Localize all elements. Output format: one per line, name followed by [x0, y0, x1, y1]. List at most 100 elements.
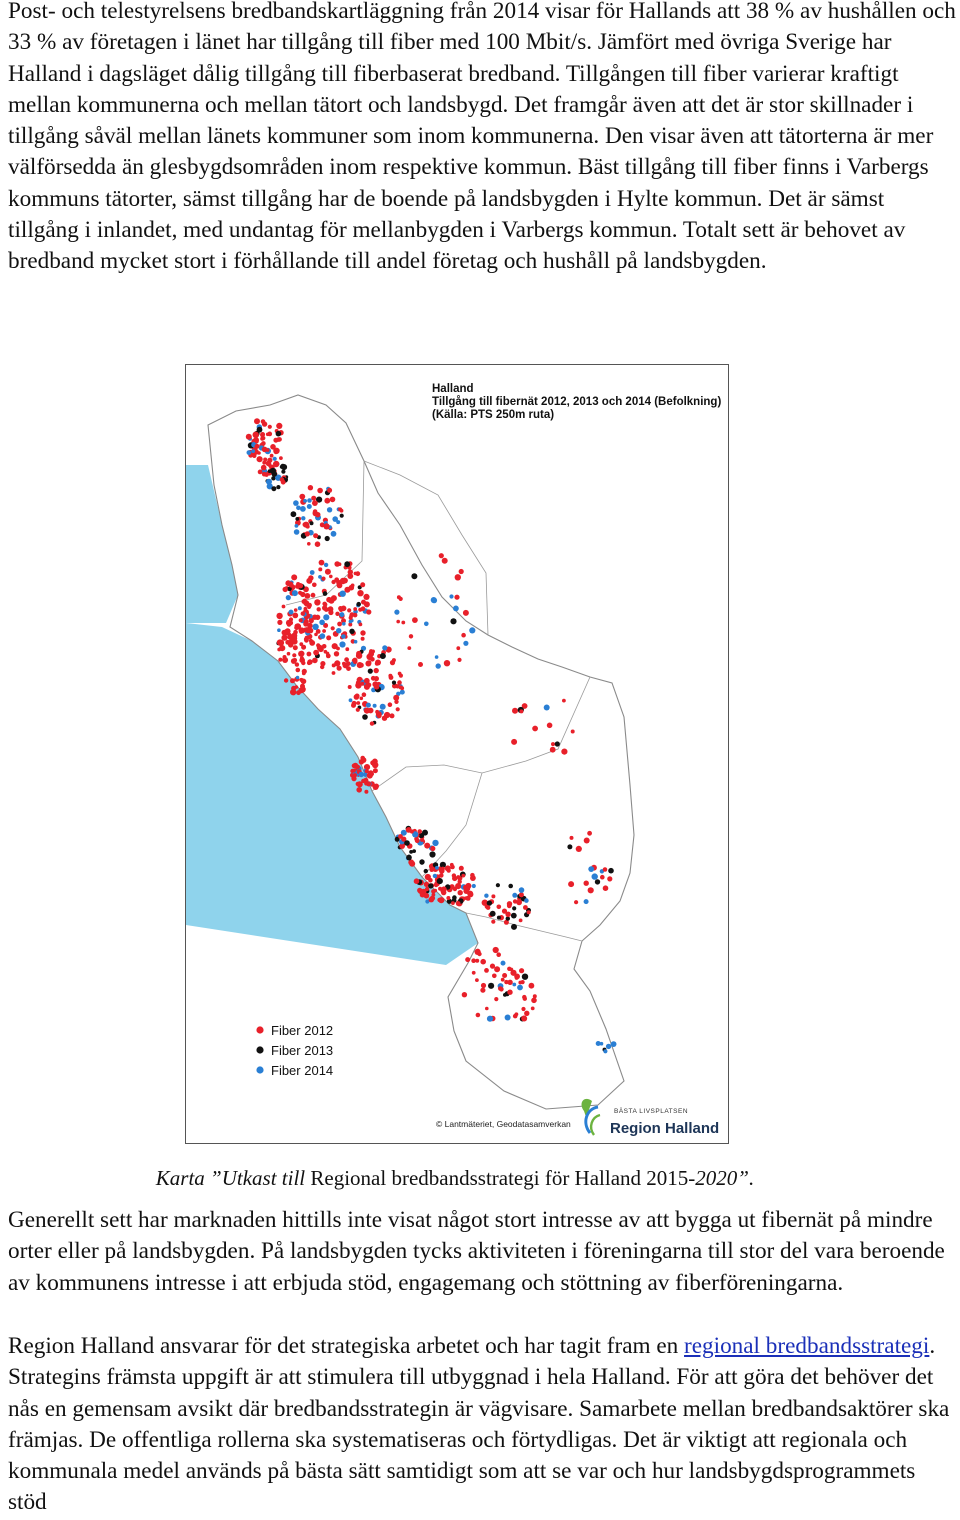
fiber-dot [549, 746, 556, 753]
fiber-dot [283, 678, 289, 683]
fiber-dot [319, 633, 326, 639]
fiber-dot [356, 701, 361, 705]
fiber-dot [501, 908, 508, 914]
fiber-dot [336, 582, 342, 588]
fiber-dot [353, 639, 358, 644]
fiber-dot [256, 456, 263, 463]
fiber-dot [512, 982, 517, 987]
fiber-dot [425, 899, 430, 904]
fiber-dot [379, 703, 386, 710]
fiber-dot [316, 644, 323, 651]
fiber-dot [347, 569, 353, 575]
fiber-dot [583, 899, 589, 905]
fiber-dot [450, 618, 457, 625]
map-credit: © Lantmäteriet, Geodatasamverkan [436, 1119, 571, 1129]
fiber-dot [461, 873, 466, 878]
fiber-dot [400, 829, 407, 836]
fiber-dot [397, 671, 402, 676]
fiber-dot [370, 657, 375, 662]
fiber-dot [314, 632, 318, 637]
fiber-dot [300, 683, 305, 689]
fiber-dot [352, 612, 358, 618]
fiber-dot [349, 628, 355, 634]
fiber-dot [354, 693, 360, 699]
logo-tagline: BÄSTA LIVSPLATSEN [614, 1107, 688, 1115]
legend-label-2012: Fiber 2012 [271, 1023, 333, 1038]
fiber-dot [316, 607, 321, 612]
fiber-dot [551, 742, 555, 747]
map-caption: Karta ”Utkast till Regional bredbandsstr… [0, 1166, 910, 1191]
fiber-dot [471, 970, 476, 975]
fiber-dot [292, 612, 299, 619]
fiber-dot [436, 878, 443, 885]
fiber-dot [291, 590, 298, 597]
fiber-dot [301, 671, 306, 676]
fiber-dot [339, 590, 346, 597]
fiber-dot [308, 638, 313, 643]
regional-strategy-link[interactable]: regional bredbandsstrategi [684, 1333, 930, 1359]
fiber-dot [351, 776, 357, 782]
fiber-dot [430, 845, 436, 852]
fiber-dot [428, 883, 434, 889]
fiber-dot [327, 487, 333, 493]
fiber-dot [506, 903, 512, 909]
fiber-dot [521, 973, 529, 980]
fiber-dot [254, 439, 259, 444]
logo-name: Region Halland [610, 1120, 719, 1137]
fiber-dot [309, 570, 315, 575]
fiber-dot [494, 997, 499, 1002]
fiber-dot [340, 606, 345, 612]
fiber-dot [312, 614, 318, 620]
fiber-dot [575, 845, 582, 852]
fiber-dot [266, 478, 272, 485]
fiber-dot [363, 707, 370, 714]
fiber-dot [263, 457, 268, 462]
fiber-dot [441, 886, 447, 892]
fiber-dot [414, 838, 420, 844]
fiber-dot [587, 887, 594, 894]
fiber-dot [271, 471, 278, 477]
fiber-dot [369, 771, 374, 777]
fiber-dot [450, 864, 455, 870]
fiber-dot [485, 905, 491, 910]
fiber-dot [434, 655, 439, 659]
fiber-dot [373, 667, 379, 674]
fiber-dot [519, 709, 524, 714]
fiber-dot [332, 516, 338, 522]
fiber-dot [431, 597, 438, 604]
fiber-dot [348, 615, 353, 620]
fiber-dot [407, 646, 412, 650]
fiber-dot [512, 707, 518, 714]
fiber-dot [480, 987, 486, 993]
fiber-dot [452, 886, 458, 892]
fiber-dot [409, 860, 416, 867]
fiber-dot [312, 623, 319, 630]
fiber-dot [568, 881, 575, 888]
fiber-dot [530, 1006, 535, 1011]
fiber-dot [561, 748, 568, 755]
fiber-dot [475, 958, 480, 963]
fiber-dot [363, 683, 370, 690]
fiber-dot [603, 1049, 608, 1054]
fiber-dot [396, 595, 401, 600]
fiber-dot [461, 992, 468, 998]
fiber-dot [519, 968, 525, 974]
fiber-dot [366, 660, 372, 665]
fiber-dot [350, 583, 355, 588]
fiber-dot [337, 621, 342, 627]
fiber-dot [372, 768, 378, 774]
fiber-dot [360, 630, 366, 636]
fiber-dot [251, 449, 255, 453]
fiber-dot [270, 444, 276, 450]
fiber-dot [574, 900, 579, 905]
fiber-dot [285, 595, 291, 601]
fiber-dot [361, 599, 366, 605]
fiber-dot [360, 645, 367, 651]
fiber-dot [373, 783, 379, 789]
fiber-dot [291, 574, 298, 581]
fiber-dot [439, 868, 445, 874]
fiber-dot [307, 542, 311, 546]
fiber-dot [504, 979, 509, 985]
fiber-dot [417, 829, 422, 834]
fiber-dot [504, 1014, 511, 1021]
